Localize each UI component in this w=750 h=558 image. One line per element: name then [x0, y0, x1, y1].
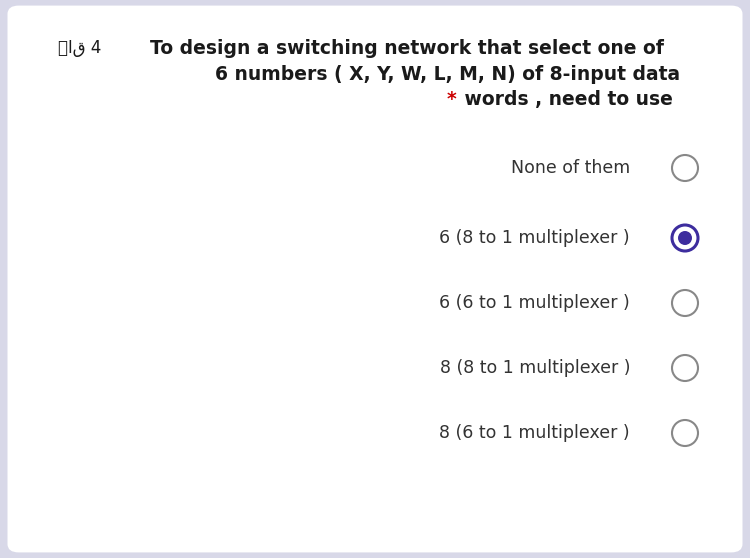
Circle shape	[672, 155, 698, 181]
Text: To design a switching network that select one of: To design a switching network that selec…	[150, 39, 664, 57]
Text: 6 numbers ( X, Y, W, L, M, N) of 8-input data: 6 numbers ( X, Y, W, L, M, N) of 8-input…	[214, 65, 680, 84]
Text: 6 (8 to 1 multiplexer ): 6 (8 to 1 multiplexer )	[440, 229, 630, 247]
Circle shape	[672, 420, 698, 446]
Text: *: *	[447, 90, 457, 109]
Text: 6 (6 to 1 multiplexer ): 6 (6 to 1 multiplexer )	[440, 294, 630, 312]
Circle shape	[672, 355, 698, 381]
Circle shape	[678, 231, 692, 245]
Text: words , need to use: words , need to use	[458, 90, 673, 109]
Text: 8 (6 to 1 multiplexer ): 8 (6 to 1 multiplexer )	[440, 424, 630, 442]
Text: 摪اق 4: 摪اق 4	[58, 39, 101, 57]
Text: 8 (8 to 1 multiplexer ): 8 (8 to 1 multiplexer )	[440, 359, 630, 377]
FancyBboxPatch shape	[8, 6, 742, 552]
Circle shape	[672, 225, 698, 251]
Text: None of them: None of them	[511, 159, 630, 177]
Circle shape	[672, 290, 698, 316]
